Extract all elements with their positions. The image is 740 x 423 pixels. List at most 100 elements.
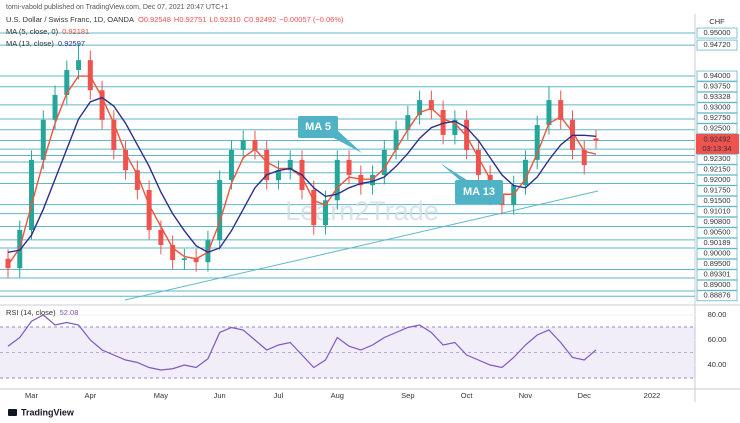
candle-body xyxy=(323,200,329,226)
y-tick-label: 0.92500 xyxy=(703,124,730,133)
x-tick-label: Nov xyxy=(519,391,533,400)
candle-body xyxy=(52,94,58,120)
candle-body xyxy=(76,60,82,71)
y-tick-label: 0.93000 xyxy=(703,103,730,112)
published-note: tomi-vabold published on TradingView.com… xyxy=(6,4,228,11)
candle-body xyxy=(522,159,528,186)
y-tick-label: 0.92750 xyxy=(703,113,730,122)
candle-body xyxy=(358,174,364,186)
y-tick-box xyxy=(696,237,738,249)
symbol-legend: U.S. Dollar / Swiss Franc, 1D, OANDA O0.9… xyxy=(6,15,344,24)
x-tick-label: Jul xyxy=(274,391,284,400)
candle-body xyxy=(558,100,564,120)
candle-body xyxy=(5,258,11,269)
legend-value: 0.92181 xyxy=(62,27,89,36)
y-tick-label: 0.90189 xyxy=(703,238,730,247)
y-tick-label: 0.91750 xyxy=(703,186,730,195)
y-tick-box xyxy=(696,290,738,302)
last-price-box xyxy=(696,134,739,154)
ohlc-change: −0.00057 (−0.06%) xyxy=(279,15,344,24)
countdown: 03:13:34 xyxy=(702,144,731,153)
y-tick-box xyxy=(696,174,738,186)
y-tick-label: 0.90500 xyxy=(703,228,730,237)
candle-body xyxy=(475,149,481,175)
x-tick-label: Jun xyxy=(214,391,226,400)
trendline xyxy=(124,190,599,301)
y-tick-box xyxy=(696,185,738,197)
candle-body xyxy=(146,189,152,230)
y-tick-label: 0.92000 xyxy=(703,175,730,184)
candle-body xyxy=(417,100,423,116)
y-tick-box xyxy=(696,206,738,218)
candle-body xyxy=(240,140,246,150)
y-tick-label: 0.89301 xyxy=(703,270,730,279)
x-tick-label: May xyxy=(154,391,168,400)
candle-body xyxy=(452,119,458,135)
y-tick-box xyxy=(696,227,738,239)
legend-name: RSI (14, close) xyxy=(6,308,56,317)
candle-body xyxy=(370,174,376,186)
symbol: U.S. Dollar / Swiss Franc, 1D, OANDA xyxy=(6,15,134,24)
rsi-legend: RSI (14, close) 52.08 xyxy=(6,308,78,317)
legend-name: MA (13, close) xyxy=(6,39,54,48)
candle-body xyxy=(440,109,446,135)
candle-body xyxy=(287,159,293,171)
y-tick-box xyxy=(696,258,738,270)
y-tick-box xyxy=(696,123,738,135)
legend-name: MA (5, close, 0) xyxy=(6,27,59,36)
candle-body xyxy=(158,229,164,245)
x-tick-label: Aug xyxy=(331,391,344,400)
y-tick-box xyxy=(696,279,738,291)
x-tick-label: Oct xyxy=(461,391,474,400)
x-tick-label: Sep xyxy=(401,391,414,400)
y-tick-box xyxy=(696,81,738,93)
legend-value: 52.08 xyxy=(60,308,79,317)
y-tick-box xyxy=(696,216,738,228)
y-tick-box xyxy=(696,102,738,114)
plot-area xyxy=(0,43,695,371)
ma-legend: MA (5, close, 0) 0.92181 xyxy=(6,27,89,36)
candle-body xyxy=(123,149,129,171)
rsi-tick-label: 80.00 xyxy=(708,310,727,319)
candle-body xyxy=(111,119,117,150)
candle-body xyxy=(428,100,434,110)
candle-body xyxy=(464,119,470,150)
candle-body xyxy=(87,60,93,91)
y-tick-box xyxy=(696,112,738,124)
candle-body xyxy=(546,100,552,126)
ohlc-value: L0.92310 xyxy=(209,15,240,24)
y-tick-label: 0.92150 xyxy=(703,165,730,174)
currency-label: CHF xyxy=(709,17,725,26)
ma-legend: MA (13, close) 0.92597 xyxy=(6,39,85,48)
candle-body xyxy=(311,189,317,226)
y-tick-label: 0.91010 xyxy=(703,207,730,216)
callout-box xyxy=(455,180,503,204)
x-tick-label: Apr xyxy=(84,391,96,400)
y-tick-box xyxy=(696,70,738,82)
x-tick-label: Dec xyxy=(578,391,592,400)
candle-body xyxy=(40,119,46,160)
y-tick-box xyxy=(696,153,738,165)
y-tick-label: 0.92300 xyxy=(703,154,730,163)
y-tick-box xyxy=(696,91,738,103)
candle-body xyxy=(228,149,234,181)
y-tick-box xyxy=(696,39,738,51)
candle-body xyxy=(381,149,387,175)
candle-body xyxy=(99,90,105,120)
x-tick-label: 2022 xyxy=(644,391,661,400)
y-tick-label: 0.91500 xyxy=(703,196,730,205)
y-tick-label: 0.88876 xyxy=(703,291,730,300)
y-tick-label: 0.89500 xyxy=(703,259,730,268)
candle-body xyxy=(334,159,340,201)
candle-body xyxy=(134,170,140,190)
y-tick-label: 0.95000 xyxy=(703,28,730,37)
callout-box xyxy=(298,116,338,138)
y-tick-box xyxy=(696,269,738,281)
y-tick-box xyxy=(696,27,738,39)
annotation: MA 13 xyxy=(463,186,495,198)
candle-body xyxy=(393,130,399,150)
candle-body xyxy=(346,159,352,175)
brand: TradingView xyxy=(21,407,75,417)
candle-body xyxy=(405,115,411,131)
